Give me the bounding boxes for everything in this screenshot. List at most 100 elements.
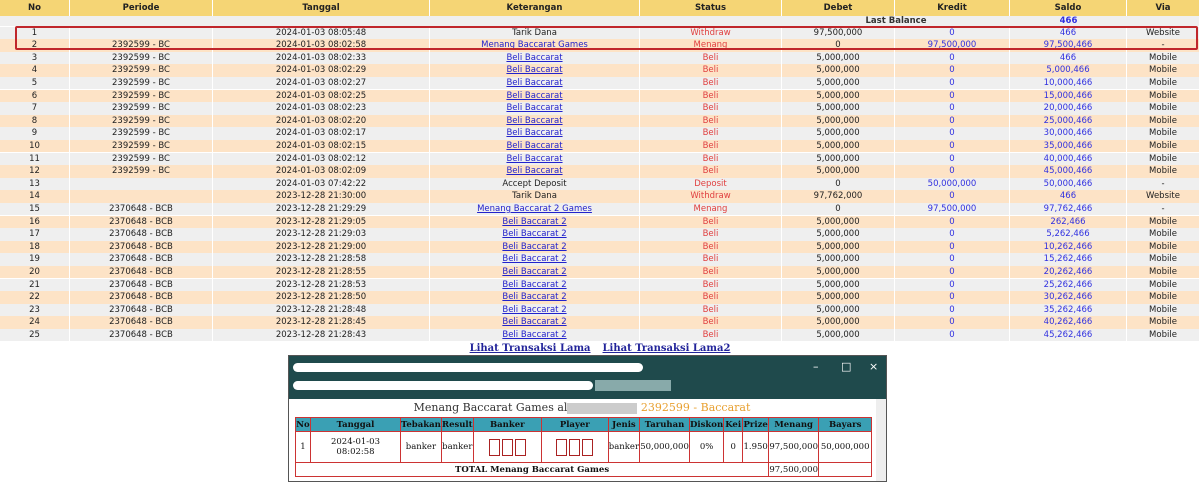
cell: 0	[895, 328, 1010, 342]
cell: 5,000,000	[782, 253, 895, 266]
cell: 2023-12-28 21:30:00	[213, 190, 430, 203]
total-label: TOTAL Menang Baccarat Games	[294, 462, 770, 477]
cell: banker	[400, 431, 442, 463]
cell: 2392599 - BC	[70, 139, 213, 153]
cell: 5,000,000	[782, 64, 895, 77]
cell: Mobile	[1127, 278, 1200, 292]
column-header: Saldo	[1010, 0, 1127, 16]
cell: 12	[0, 165, 70, 178]
cell: 13	[0, 177, 70, 191]
header-cell: Kei	[723, 417, 744, 432]
cell: 0	[895, 316, 1010, 329]
cell[interactable]: Beli Baccarat	[430, 127, 640, 140]
cell: 5,000,000	[782, 76, 895, 90]
column-header: Kredit	[895, 0, 1010, 16]
cell: 11	[0, 152, 70, 166]
cell: 5,000,000	[782, 278, 895, 292]
cell: 8	[0, 114, 70, 128]
cell: 5,000,000	[782, 265, 895, 279]
cell: 2392599 - BC	[70, 102, 213, 115]
popup-heading: Menang Baccarat Games al 2392599 - Bacca…	[289, 401, 875, 414]
cell: 2392599 - BC	[70, 76, 213, 90]
cell[interactable]: Beli Baccarat	[430, 89, 640, 103]
cell: 0	[895, 240, 1010, 254]
cell: 10,000,466	[1010, 76, 1127, 90]
cell: 5,000,000	[782, 152, 895, 166]
maximize[interactable]: □	[841, 360, 852, 373]
header-cell: Tanggal	[310, 417, 401, 432]
cell: 2024-01-03 08:02:12	[213, 152, 430, 166]
cell[interactable]: Beli Baccarat	[430, 139, 640, 153]
cell[interactable]: Beli Baccarat	[430, 102, 640, 115]
cell: 2024-01-03 08:02:27	[213, 76, 430, 90]
cell: Beli	[640, 215, 782, 229]
popup-window: – □ × Menang Baccarat Games al 2392599 -…	[288, 355, 887, 482]
cell[interactable]: Beli Baccarat 2	[430, 316, 640, 329]
cell: 262,466	[1010, 215, 1127, 229]
cell: 5,000,000	[782, 316, 895, 329]
cell[interactable]: Beli Baccarat	[430, 114, 640, 128]
cell[interactable]: Beli Baccarat 2	[430, 328, 640, 342]
cell: 25	[0, 328, 70, 342]
cell: Beli	[640, 139, 782, 153]
cell: 0	[895, 165, 1010, 178]
cell: Mobile	[1127, 303, 1200, 317]
cell: 50,000,466	[1010, 177, 1127, 191]
cell: 0	[895, 228, 1010, 241]
cell[interactable]: Beli Baccarat 2	[430, 240, 640, 254]
cell: Mobile	[1127, 89, 1200, 103]
cell: 2023-12-28 21:28:50	[213, 291, 430, 304]
cell[interactable]: Beli Baccarat	[430, 165, 640, 178]
cell[interactable]: Beli Baccarat 2	[430, 278, 640, 292]
cell: Mobile	[1127, 127, 1200, 140]
column-header: Tanggal	[213, 0, 430, 16]
cell: Deposit	[640, 177, 782, 191]
cell: 2370648 - BCB	[70, 202, 213, 216]
cell[interactable]: Beli Baccarat 2	[430, 253, 640, 266]
cell: 2392599 - BC	[70, 64, 213, 77]
cell[interactable]: Beli Baccarat	[430, 51, 640, 65]
cell: 2370648 - BCB	[70, 278, 213, 292]
header-cell: Prize	[742, 417, 770, 432]
cell: 20,262,466	[1010, 265, 1127, 279]
cell: 10	[0, 139, 70, 153]
minimize[interactable]: –	[813, 360, 819, 373]
cell	[70, 177, 213, 191]
link[interactable]: Lihat Transaksi Lama2	[602, 343, 731, 354]
cell: 97,500,000	[782, 26, 895, 40]
cell: 97,762,000	[782, 190, 895, 203]
link[interactable]: Lihat Transaksi Lama	[469, 343, 591, 354]
cell: 21	[0, 278, 70, 292]
cell[interactable]: Menang Baccarat 2 Games	[430, 202, 640, 216]
last-balance-label: Last Balance	[865, 16, 927, 26]
cell[interactable]: Beli Baccarat	[430, 152, 640, 166]
cell: 1	[295, 431, 311, 463]
cell[interactable]: Beli Baccarat	[430, 76, 640, 90]
close[interactable]: ×	[869, 360, 879, 373]
cell[interactable]: Beli Baccarat	[430, 64, 640, 77]
cell: 2370648 - BCB	[70, 328, 213, 342]
header-cell: Taruhan	[639, 417, 691, 432]
cell: 5,000,000	[782, 303, 895, 317]
cell[interactable]: Beli Baccarat 2	[430, 291, 640, 304]
cell: 2024-01-03 08:02:25	[213, 89, 430, 103]
cell[interactable]: Beli Baccarat 2	[430, 303, 640, 317]
cell[interactable]: Beli Baccarat 2	[430, 215, 640, 229]
cell[interactable]: Beli Baccarat 2	[430, 265, 640, 279]
cell: 2370648 - BCB	[70, 228, 213, 241]
cell: 2024-01-03 08:02:29	[213, 64, 430, 77]
cell: Accept Deposit	[430, 177, 640, 191]
cell: 2024-01-03 08:02:23	[213, 102, 430, 115]
cell: 0	[782, 202, 895, 216]
header-cell: Jenis	[607, 417, 641, 432]
cell: 97,762,466	[1010, 202, 1127, 216]
cell: Mobile	[1127, 114, 1200, 128]
cell: Withdraw	[640, 26, 782, 40]
cell: 0	[895, 152, 1010, 166]
cell: 35,000,466	[1010, 139, 1127, 153]
cell: Mobile	[1127, 165, 1200, 178]
cell[interactable]: Beli Baccarat 2	[430, 228, 640, 241]
cell: 0	[895, 190, 1010, 203]
cell: 20	[0, 265, 70, 279]
cell: 45,000,466	[1010, 165, 1127, 178]
